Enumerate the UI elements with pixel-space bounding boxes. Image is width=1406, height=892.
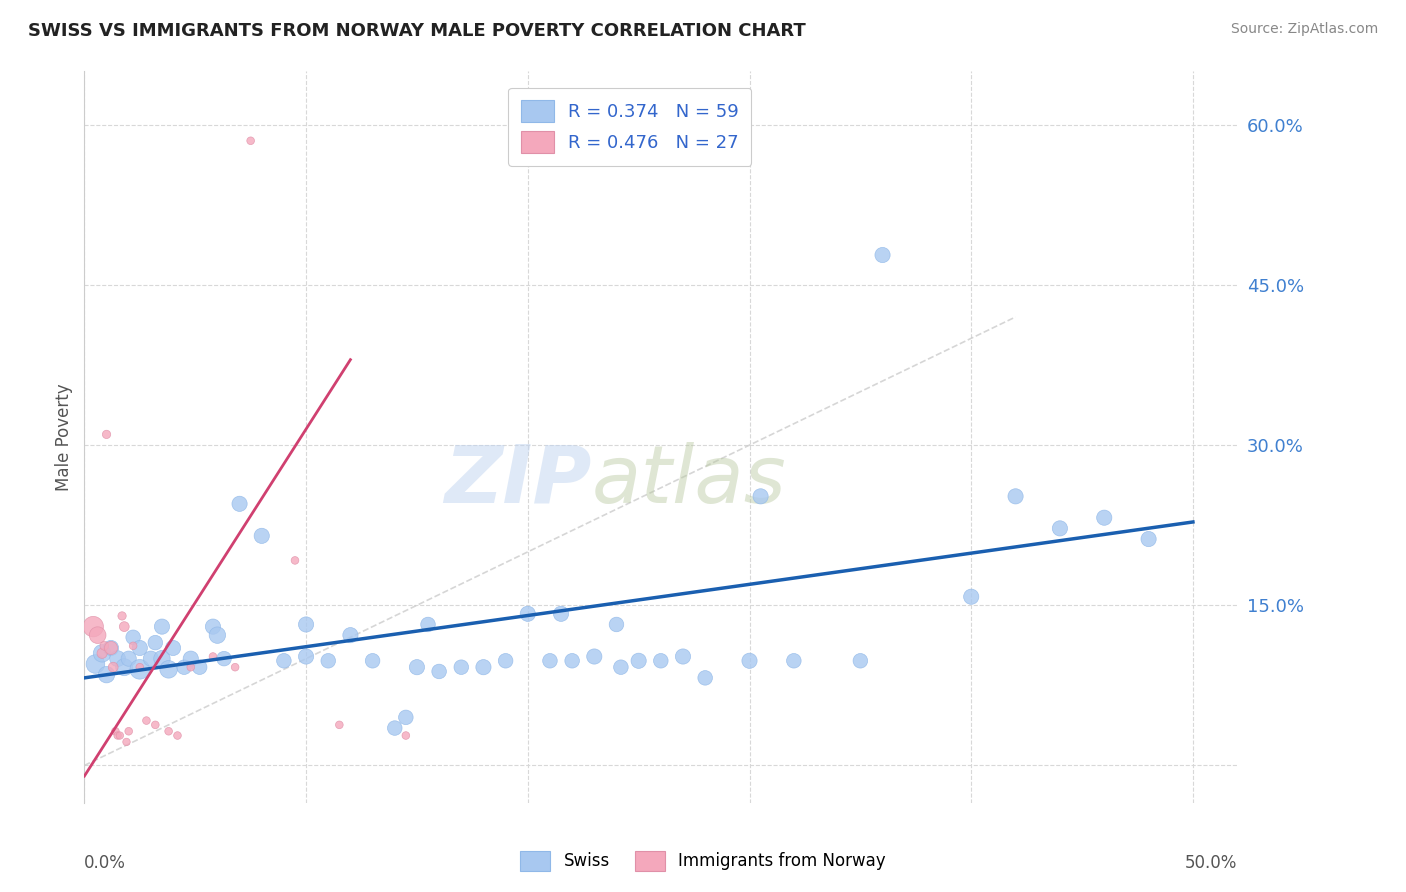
Point	[605, 617, 627, 632]
Point	[273, 654, 295, 668]
Point	[328, 718, 350, 732]
Point	[135, 714, 157, 728]
Point	[180, 660, 202, 674]
Point	[872, 248, 894, 262]
Y-axis label: Male Poverty: Male Poverty	[55, 384, 73, 491]
Point	[783, 654, 806, 668]
Point	[122, 630, 145, 644]
Point	[107, 729, 129, 743]
Point	[1137, 532, 1160, 546]
Point	[228, 497, 250, 511]
Point	[561, 654, 583, 668]
Point	[212, 651, 235, 665]
Point	[115, 735, 138, 749]
Point	[91, 646, 114, 660]
Point	[96, 427, 118, 442]
Text: 0.0%: 0.0%	[84, 854, 127, 872]
Point	[201, 619, 224, 633]
Point	[188, 660, 211, 674]
Point	[650, 654, 672, 668]
Point	[96, 667, 118, 681]
Point	[91, 646, 114, 660]
Point	[128, 660, 150, 674]
Text: Source: ZipAtlas.com: Source: ZipAtlas.com	[1230, 22, 1378, 37]
Point	[166, 729, 188, 743]
Point	[139, 651, 162, 665]
Point	[416, 617, 439, 632]
Point	[112, 619, 135, 633]
Point	[118, 651, 141, 665]
Point	[112, 660, 135, 674]
Text: SWISS VS IMMIGRANTS FROM NORWAY MALE POVERTY CORRELATION CHART: SWISS VS IMMIGRANTS FROM NORWAY MALE POV…	[28, 22, 806, 40]
Text: 50.0%: 50.0%	[1185, 854, 1237, 872]
Point	[316, 654, 339, 668]
Point	[162, 640, 184, 655]
Point	[749, 489, 772, 503]
Point	[495, 654, 517, 668]
Point	[250, 529, 273, 543]
Point	[538, 654, 561, 668]
Point	[672, 649, 695, 664]
Text: ZIP: ZIP	[444, 442, 592, 520]
Point	[108, 729, 131, 743]
Point	[143, 635, 166, 649]
Point	[122, 639, 145, 653]
Point	[339, 628, 361, 642]
Point	[201, 649, 224, 664]
Point	[395, 729, 418, 743]
Point	[1092, 510, 1115, 524]
Legend: Swiss, Immigrants from Norway: Swiss, Immigrants from Norway	[512, 842, 894, 880]
Point	[100, 640, 122, 655]
Point	[695, 671, 717, 685]
Point	[100, 640, 122, 655]
Point	[207, 628, 229, 642]
Point	[550, 607, 572, 621]
Point	[157, 662, 180, 676]
Point	[224, 660, 246, 674]
Point	[118, 724, 141, 739]
Point	[143, 718, 166, 732]
Point	[111, 609, 134, 624]
Point	[427, 665, 450, 679]
Point	[1004, 489, 1026, 503]
Point	[128, 640, 150, 655]
Point	[627, 654, 650, 668]
Point	[295, 649, 318, 664]
Point	[284, 553, 307, 567]
Point	[239, 134, 262, 148]
Point	[361, 654, 384, 668]
Point	[84, 657, 107, 671]
Text: atlas: atlas	[592, 442, 786, 520]
Point	[1049, 521, 1071, 535]
Point	[450, 660, 472, 674]
Point	[82, 619, 104, 633]
Point	[150, 619, 173, 633]
Point	[960, 590, 983, 604]
Point	[173, 660, 195, 674]
Point	[849, 654, 872, 668]
Point	[738, 654, 761, 668]
Point	[516, 607, 538, 621]
Point	[93, 639, 115, 653]
Point	[103, 660, 124, 674]
Point	[406, 660, 429, 674]
Point	[384, 721, 406, 735]
Point	[150, 651, 173, 665]
Point	[157, 724, 180, 739]
Point	[395, 710, 418, 724]
Point	[295, 617, 318, 632]
Point	[128, 662, 150, 676]
Point	[180, 651, 202, 665]
Point	[583, 649, 606, 664]
Legend: R = 0.374   N = 59, R = 0.476   N = 27: R = 0.374 N = 59, R = 0.476 N = 27	[509, 87, 751, 166]
Point	[472, 660, 495, 674]
Point	[107, 651, 129, 665]
Point	[86, 628, 108, 642]
Point	[610, 660, 633, 674]
Point	[104, 724, 127, 739]
